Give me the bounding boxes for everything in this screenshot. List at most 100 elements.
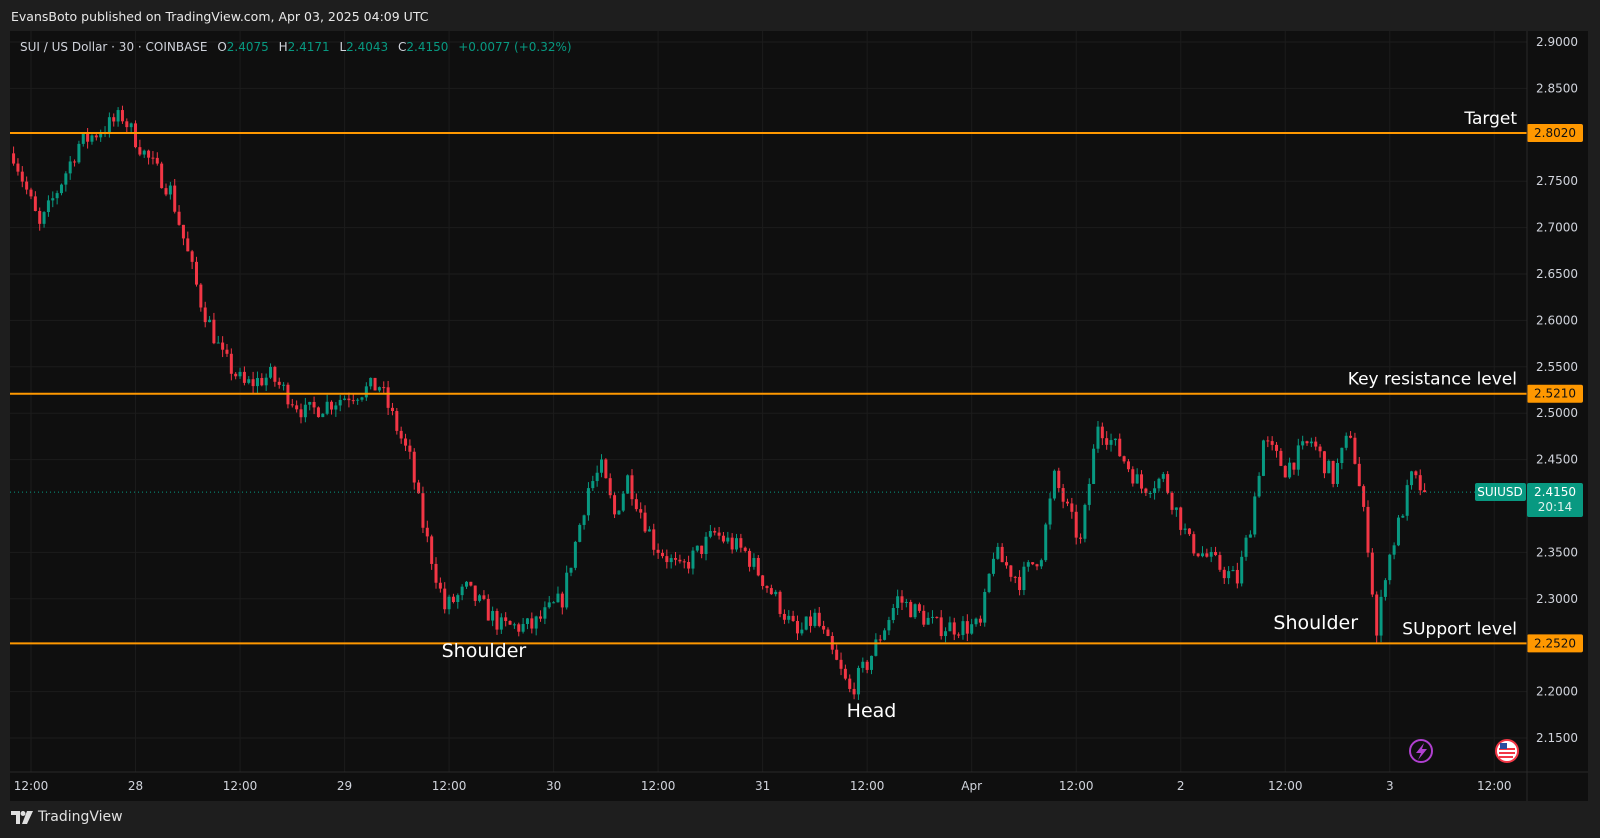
candle-body [412, 451, 416, 483]
candle-body [229, 353, 233, 374]
price-tick: 2.9000 [1536, 35, 1578, 49]
candle-body [800, 629, 804, 634]
candle-body [343, 398, 347, 400]
candle-body [1314, 441, 1318, 447]
candle-body [1375, 594, 1379, 636]
candle-body [125, 121, 129, 128]
candle-body [329, 401, 333, 410]
candle-body [138, 147, 142, 155]
candle-body [917, 604, 921, 611]
candle-body [852, 688, 856, 695]
candle-body [804, 616, 808, 630]
price-tick: 2.3500 [1536, 545, 1578, 559]
candle-body [495, 610, 499, 630]
price-tick: 2.5000 [1536, 406, 1578, 420]
published-caption: EvansBoto published on TradingView.com, … [11, 9, 429, 24]
candle-body [704, 536, 708, 554]
candle-body [1340, 447, 1344, 464]
candle-body [112, 117, 116, 122]
footer: TradingView [11, 809, 123, 825]
symbol-title[interactable]: SUI / US Dollar · 30 · COINBASE [20, 40, 208, 54]
candle-body [582, 515, 586, 525]
time-tick: 12:00 [641, 779, 676, 793]
candle-body [1305, 441, 1309, 444]
candle-body [316, 407, 320, 418]
candle-body [957, 634, 961, 636]
candle-body [369, 377, 373, 387]
candle-body [817, 612, 821, 626]
lightning-icon[interactable] [1409, 739, 1433, 763]
candle-body [303, 404, 307, 418]
candle-body [434, 563, 438, 583]
pattern-label: Shoulder [442, 640, 527, 662]
brand-name[interactable]: TradingView [38, 809, 123, 825]
candle-body [1052, 470, 1056, 499]
price-axis[interactable]: 2.9000 2.8500 2.7500 2.7000 2.6500 2.6000 2.55… [1536, 35, 1578, 745]
candle-body [221, 342, 225, 350]
candle-body [1331, 460, 1335, 484]
candle-body [1261, 440, 1265, 476]
candle-body [739, 538, 743, 548]
level-price-box [1527, 384, 1583, 403]
candle-body [508, 620, 512, 625]
candle-body [1301, 441, 1305, 446]
candle-body [665, 556, 669, 563]
candle-body [269, 366, 273, 378]
candle-body [1200, 553, 1204, 557]
candle-body [99, 133, 103, 138]
candle-body [617, 510, 621, 515]
candle-body [199, 284, 203, 308]
candle-body [543, 607, 547, 619]
candle-body [652, 529, 656, 550]
candle-body [264, 377, 268, 386]
candle-body [1309, 441, 1313, 444]
candle-body [164, 188, 168, 195]
time-tick: 12:00 [850, 779, 885, 793]
candle-body [1161, 474, 1165, 479]
candle-body [86, 132, 90, 142]
candle-body [1144, 488, 1148, 494]
candle-body [1388, 554, 1392, 581]
candle-body [1222, 569, 1226, 579]
candle-body [1118, 438, 1122, 457]
candle-body [1414, 471, 1418, 476]
candle-body [299, 409, 303, 418]
candle-body [12, 153, 16, 164]
candle-body [399, 430, 403, 439]
candle-body [120, 110, 124, 122]
candle-body [1026, 562, 1030, 567]
time-axis[interactable]: 12:00 28 12:00 29 12:00 30 12:00 31 12:00 Apr 12:0… [14, 779, 1512, 793]
ohlc-legend: SUI / US Dollar · 30 · COINBASE O2.4075 … [20, 40, 572, 54]
candle-body [735, 538, 739, 550]
candle-body [904, 601, 908, 603]
us-flag-icon[interactable] [1495, 739, 1519, 763]
candle-body [887, 620, 891, 631]
candle-body [1257, 475, 1261, 497]
candle-body [700, 545, 704, 554]
candle-body [77, 143, 81, 163]
candle-body [843, 668, 847, 679]
candle-body [856, 667, 860, 695]
candle-body [1362, 486, 1366, 507]
time-tick: 12:00 [1059, 779, 1094, 793]
candle-body [312, 401, 316, 408]
candle-body [765, 585, 769, 589]
candle-body [674, 558, 678, 560]
candle-body [234, 373, 238, 377]
candle-body [364, 386, 368, 398]
time-tick: 12:00 [14, 779, 49, 793]
candle-body [778, 591, 782, 614]
candle-body [978, 618, 982, 623]
candle-body [46, 200, 50, 213]
chart-panel[interactable] [10, 31, 1588, 801]
close-value: 2.4150 [406, 40, 449, 54]
candle-body [190, 251, 194, 262]
time-tick: 12:00 [223, 779, 258, 793]
candle-body [1266, 440, 1270, 442]
candle-body [691, 550, 695, 569]
candle-body [212, 319, 216, 344]
candle-body [1370, 552, 1374, 595]
candle-body [935, 616, 939, 618]
candle-body [1410, 471, 1414, 486]
